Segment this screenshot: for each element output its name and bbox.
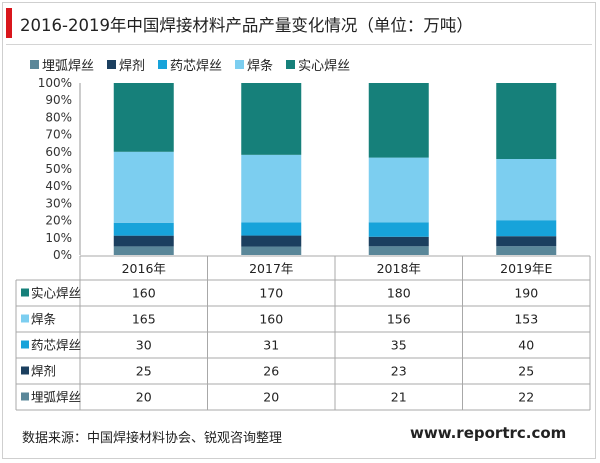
bar-segment bbox=[496, 246, 557, 255]
y-tick-label: 50% bbox=[45, 162, 72, 176]
legend-swatch bbox=[286, 60, 296, 69]
legend-item: 埋弧焊丝 bbox=[30, 55, 94, 74]
bar-segment bbox=[368, 236, 429, 247]
x-category-label: 2017年 bbox=[249, 261, 293, 276]
y-tick-label: 60% bbox=[45, 145, 72, 159]
table-cell-value: 160 bbox=[259, 312, 283, 327]
y-tick-label: 0% bbox=[53, 248, 72, 262]
bar-segment bbox=[113, 235, 174, 247]
table-cell-value: 170 bbox=[259, 286, 283, 301]
table-row-label: 焊剂 bbox=[31, 364, 56, 379]
bar-segment bbox=[368, 246, 429, 255]
table-row-label: 实心焊丝 bbox=[31, 286, 81, 301]
table-cell-value: 22 bbox=[518, 390, 534, 405]
table-row-swatch bbox=[21, 392, 29, 401]
legend-label: 实心焊丝 bbox=[298, 59, 351, 74]
legend-item: 焊条 bbox=[235, 55, 273, 74]
chart-legend: 埋弧焊丝 焊剂 药芯焊丝 焊条 实心焊丝 bbox=[30, 55, 363, 74]
y-tick-label: 80% bbox=[45, 110, 72, 124]
legend-swatch bbox=[235, 60, 245, 69]
y-tick-label: 20% bbox=[45, 214, 72, 228]
x-category-label: 2016年 bbox=[122, 261, 166, 276]
bar-segment bbox=[241, 235, 302, 247]
table-cell-value: 35 bbox=[391, 338, 407, 353]
chart-title: 2016-2019年中国焊接材料产品产量变化情况（单位：万吨） bbox=[20, 16, 473, 35]
bar-segment bbox=[113, 83, 174, 152]
table-cell-value: 190 bbox=[514, 286, 538, 301]
y-tick-label: 10% bbox=[45, 231, 72, 245]
bar-segment bbox=[241, 83, 302, 155]
table-row-swatch bbox=[21, 288, 29, 297]
table-cell-value: 180 bbox=[387, 286, 411, 301]
legend-swatch bbox=[30, 60, 39, 69]
legend-item: 实心焊丝 bbox=[286, 55, 350, 74]
table-cell-value: 25 bbox=[518, 364, 534, 379]
table-row-label: 药芯焊丝 bbox=[31, 338, 81, 353]
table-cell-value: 20 bbox=[136, 390, 152, 405]
bar-segment bbox=[241, 222, 302, 236]
table-cell-value: 31 bbox=[263, 338, 279, 353]
bar-segment bbox=[368, 157, 429, 223]
legend-swatch bbox=[107, 60, 117, 69]
website-label: www.reportrc.com bbox=[410, 424, 567, 442]
bar-segment bbox=[496, 83, 557, 159]
table-row-label: 焊条 bbox=[31, 312, 57, 327]
legend-label: 药芯焊丝 bbox=[170, 59, 223, 74]
table-cell-value: 165 bbox=[132, 312, 156, 327]
table-row-swatch bbox=[21, 340, 29, 349]
bar-segment bbox=[496, 220, 557, 237]
table-cell-value: 26 bbox=[263, 364, 279, 379]
y-tick-label: 100% bbox=[38, 76, 72, 90]
bar-segment bbox=[113, 222, 174, 236]
bar-segment bbox=[241, 154, 302, 223]
stacked-bar-chart-with-table: 0% 10% 20% 30% 40% 50% 60% 70% 80% 90% 100% 2016年 20… bbox=[15, 76, 591, 411]
table-cell-value: 25 bbox=[136, 364, 152, 379]
table-cell-value: 160 bbox=[132, 286, 156, 301]
x-category-label: 2019年E bbox=[500, 261, 552, 276]
bar-segment bbox=[496, 159, 557, 221]
legend-item: 焊剂 bbox=[107, 55, 145, 74]
table-cell-value: 20 bbox=[263, 390, 279, 405]
legend-swatch bbox=[158, 60, 168, 69]
data-source-note: 数据来源：中国焊接材料协会、锐观咨询整理 bbox=[22, 431, 283, 446]
title-accent-bar bbox=[6, 8, 12, 38]
legend-label: 埋弧焊丝 bbox=[42, 59, 95, 74]
y-tick-label: 30% bbox=[45, 196, 72, 210]
bar-segment bbox=[368, 83, 429, 158]
bar-segment bbox=[496, 236, 557, 247]
table-row-swatch bbox=[21, 314, 29, 323]
title-divider bbox=[6, 44, 592, 45]
y-tick-label: 70% bbox=[45, 128, 72, 142]
legend-label: 焊剂 bbox=[119, 59, 146, 74]
y-tick-label: 40% bbox=[45, 179, 72, 193]
chart-frame bbox=[2, 2, 596, 459]
table-cell-value: 23 bbox=[391, 364, 407, 379]
table-row-swatch bbox=[21, 366, 29, 375]
x-category-label: 2018年 bbox=[377, 261, 421, 276]
table-row-label: 埋弧焊丝 bbox=[31, 390, 81, 405]
bar-segment bbox=[113, 151, 174, 223]
bar-segment bbox=[368, 222, 429, 237]
table-cell-value: 156 bbox=[387, 312, 411, 327]
legend-label: 焊条 bbox=[247, 59, 274, 74]
table-cell-value: 21 bbox=[391, 390, 407, 405]
table-cell-value: 40 bbox=[518, 338, 534, 353]
table-cell-value: 153 bbox=[514, 312, 538, 327]
y-tick-label: 90% bbox=[45, 93, 72, 107]
bar-segment bbox=[113, 246, 174, 255]
table-cell-value: 30 bbox=[136, 338, 152, 353]
bar-segment bbox=[241, 246, 302, 255]
legend-item: 药芯焊丝 bbox=[158, 55, 222, 74]
